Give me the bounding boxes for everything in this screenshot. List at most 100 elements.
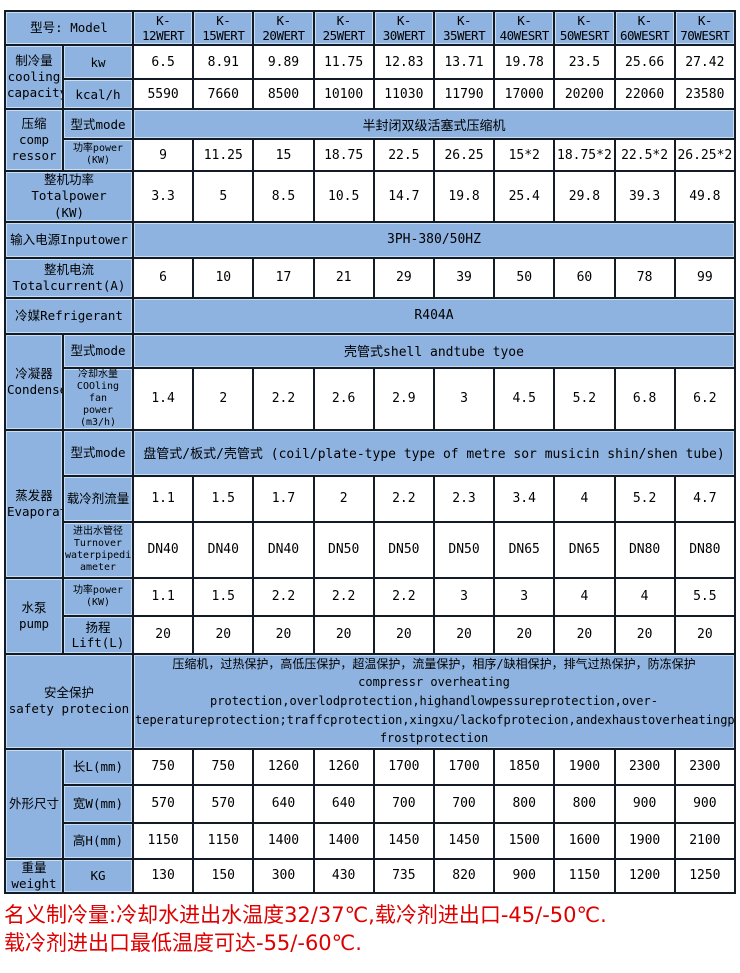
footnote-line-2: 载冷剂进出口最低温度可达-55/-60℃.	[4, 930, 362, 955]
value-cell: 6.2	[673, 366, 737, 431]
merged-value: 压缩机，过热保护，高低压保护，超温保护，流量保护，相序/缺相保护，排气过热保护，…	[132, 652, 736, 750]
value-cell: 11790	[432, 78, 496, 110]
value-cell: 13.71	[432, 44, 496, 80]
merged-value: 半封闭双级活塞式压缩机	[132, 108, 736, 140]
value-cell: 5.2	[613, 474, 676, 523]
table-row: 安全保护 safety protecion 压缩机，过热保护，高低压保护，超温保护…	[4, 652, 736, 750]
value-cell: 39	[432, 256, 496, 299]
value-cell: 17000	[493, 78, 556, 110]
value-cell: 22.5*2	[613, 138, 676, 172]
value-cell: 1150	[553, 857, 616, 895]
value-cell: 20	[553, 614, 616, 655]
value-cell: 20200	[553, 78, 616, 110]
value-cell: 1700	[372, 747, 435, 786]
value-cell: DN40	[131, 520, 195, 579]
sub-label: 冷却水量 COOling fan power (m3/h)	[62, 366, 134, 431]
table-row: kcal/h 5590 7660 8500 10100 11030 11790 17000 20…	[5, 78, 737, 110]
value-cell: 1600	[553, 821, 616, 860]
table-row: 外形尺寸 长L(mm) 750 750 1260 1260 1700 1700 1850 1900…	[4, 747, 737, 860]
sub-label: 宽W(mm)	[62, 783, 134, 824]
value-cell: 640	[312, 783, 375, 824]
value-cell: 750	[192, 747, 255, 786]
table-row: 冷凝器 Condenser型式mode壳管式shell andtube tyoe	[4, 332, 736, 431]
value-cell: 1900	[613, 821, 676, 860]
section-label: 重量weight	[4, 857, 64, 895]
section-label: 冷凝器 Condenser	[4, 332, 64, 431]
value-cell: 1150	[131, 821, 195, 860]
sub-label: 高H(mm)	[62, 821, 134, 860]
section-label: 外形尺寸	[4, 747, 64, 860]
value-cell: 300	[252, 857, 315, 895]
sub-label: 载冷剂流量	[62, 474, 134, 523]
sub-label: KG	[62, 857, 134, 895]
table-row: 输入电源Inputower 3PH-380/50HZ	[4, 220, 736, 259]
value-cell: 1.5	[192, 576, 255, 617]
model-name: K-20WERT	[252, 10, 315, 46]
value-cell: 2100	[673, 821, 737, 860]
table-row: 功率power (KW) 9 11.25 15 18.75 22.5 26.25 15*2 18…	[5, 138, 737, 172]
value-cell: 570	[131, 783, 195, 824]
value-cell: 22.5	[372, 138, 435, 172]
value-cell: 26.25*2	[673, 138, 737, 172]
value-cell: 23.5	[553, 44, 616, 80]
value-cell: 4.7	[673, 474, 737, 523]
row-label: 安全保护 safety protecion	[4, 652, 134, 750]
value-cell: DN50	[432, 520, 496, 579]
section-label: 制冷量 cooling capacity	[4, 44, 64, 110]
value-cell: 9	[131, 138, 195, 172]
value-cell: 640	[252, 783, 315, 824]
value-cell: 1150	[192, 821, 255, 860]
value-cell: 6.5	[131, 44, 195, 80]
value-cell: 7660	[192, 78, 255, 110]
value-cell: 2.2	[252, 366, 315, 431]
value-cell: 4	[613, 576, 676, 617]
sub-label: 长L(mm)	[62, 747, 134, 786]
value-cell: 15	[252, 138, 315, 172]
value-cell: 5.2	[553, 366, 616, 431]
model-name: K-30WERT	[372, 10, 435, 46]
table-row: 扬程Lift(L) 20 20 20 20 20 20 20 20 20 20	[5, 614, 737, 655]
value-cell: 3.4	[493, 474, 556, 523]
value-cell: 39.3	[613, 170, 676, 223]
value-cell: 820	[432, 857, 496, 895]
value-cell: 5.5	[673, 576, 737, 617]
value-cell: 1.5	[192, 474, 255, 523]
value-cell: 15*2	[493, 138, 556, 172]
value-cell: 20	[432, 614, 496, 655]
value-cell: 60	[553, 256, 616, 299]
value-cell: 700	[372, 783, 435, 824]
value-cell: 26.25	[432, 138, 496, 172]
value-cell: 800	[493, 783, 556, 824]
table-row: 冷却水量 COOling fan power (m3/h) 1.4 2 2.2 2.6 2…	[5, 366, 737, 431]
table-row: 制冷量 cooling capacity kw 6.5 8.91 9.89 11.75 12…	[4, 44, 737, 110]
table-row: 冷媒Refrigerant R404A	[4, 296, 736, 335]
footnote: 名义制冷量:冷却水进出水温度32/37℃,载冷剂进出口-45/-50℃. 载冷剂…	[4, 902, 740, 957]
value-cell: 20	[613, 614, 676, 655]
table-row: 蒸发器 Evaporator型式mode盘管式/板式/壳管式 (coil/pla…	[4, 428, 736, 579]
table-row: 重量weight KG 130 150 300 430 735 820 900 1150 1200 1…	[4, 857, 737, 895]
value-cell: 1700	[432, 747, 496, 786]
row-label: 整机电流Totalcurrent(A)	[4, 256, 134, 299]
value-cell: 3	[432, 366, 496, 431]
value-cell: 735	[372, 857, 435, 895]
model-name: K-70WESRT	[673, 10, 737, 46]
value-cell: 29	[372, 256, 435, 299]
value-cell: 12.83	[372, 44, 435, 80]
value-cell: 1850	[493, 747, 556, 786]
row-label: 冷媒Refrigerant	[4, 296, 134, 335]
merged-value: 壳管式shell andtube tyoe	[132, 332, 736, 369]
value-cell: 1.1	[131, 474, 195, 523]
table-row: 型号: Model K-12WERT K-15WERT K-20WERT K-25WER…	[4, 10, 737, 46]
table-row: 进出水管径 Turnover waterpipedi ameter DN40 DN4…	[5, 520, 737, 579]
value-cell: DN65	[553, 520, 616, 579]
value-cell: 1200	[613, 857, 676, 895]
value-cell: 10100	[312, 78, 375, 110]
value-cell: 10.5	[312, 170, 375, 223]
value-cell: 1400	[252, 821, 315, 860]
table-row: 宽W(mm) 570 570 640 640 700 700 800 800 900 900	[5, 783, 737, 824]
value-cell: 4.5	[493, 366, 556, 431]
value-cell: 900	[493, 857, 556, 895]
sub-label: 扬程Lift(L)	[62, 614, 134, 655]
value-cell: 2.6	[312, 366, 375, 431]
value-cell: 1250	[673, 857, 737, 895]
